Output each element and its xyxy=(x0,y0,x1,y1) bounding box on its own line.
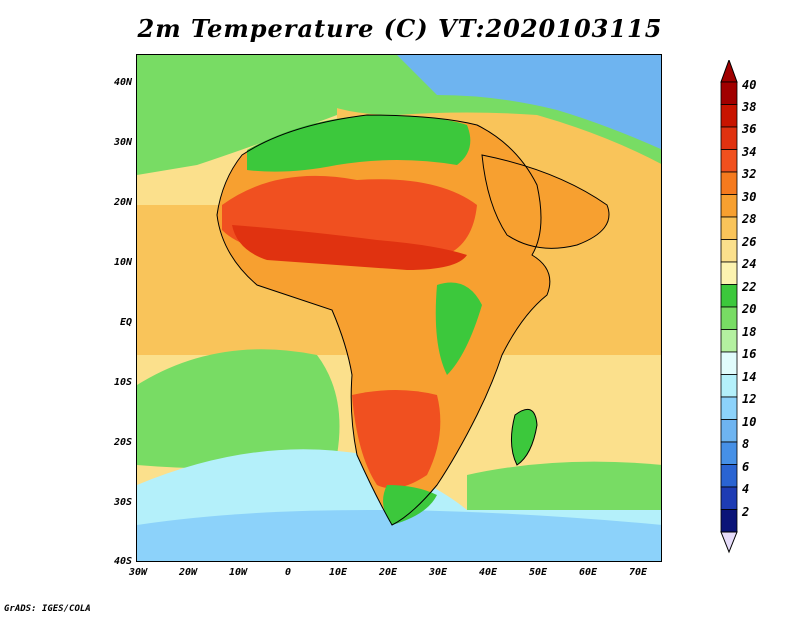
colorbar-label: 22 xyxy=(742,280,757,294)
colorbar-swatch xyxy=(720,239,738,263)
colorbar-label: 16 xyxy=(742,347,757,361)
colorbar-label: 40 xyxy=(742,78,757,92)
lat-label: 10N xyxy=(113,257,132,268)
lon-label: 30W xyxy=(128,567,148,578)
chart-title: 2m Temperature (C) VT:2020103115 xyxy=(137,14,663,43)
colorbar-swatch xyxy=(720,171,738,195)
colorbar-label: 24 xyxy=(742,257,757,271)
lat-label: 10S xyxy=(113,377,132,388)
lon-label: 10W xyxy=(228,567,248,578)
colorbar-label: 4 xyxy=(742,482,750,496)
africa-north-green xyxy=(247,115,471,172)
colorbar-label: 36 xyxy=(742,122,757,136)
colorbar-label: 6 xyxy=(742,460,750,474)
colorbar xyxy=(720,60,738,554)
lat-label: 30N xyxy=(113,137,132,148)
lon-label: 20E xyxy=(378,567,398,578)
africa-coastline xyxy=(216,114,551,526)
colorbar-label: 10 xyxy=(742,415,757,429)
colorbar-swatch xyxy=(720,441,738,465)
ocean-cool-south-atlantic xyxy=(137,349,340,469)
colorbar-swatch xyxy=(720,509,738,533)
colorbar-swatch xyxy=(720,329,738,353)
colorbar-swatch xyxy=(720,306,738,330)
colorbar-swatch xyxy=(720,486,738,510)
grads-credit: GrADS: IGES/COLA xyxy=(4,604,91,614)
madagascar-coastline xyxy=(511,408,538,466)
colorbar-swatch xyxy=(720,216,738,240)
ocean-cool-north xyxy=(137,55,337,175)
lat-label: 40S xyxy=(113,556,132,567)
lat-label: 30S xyxy=(113,497,132,508)
sahel-hottest xyxy=(232,225,467,270)
ocean-colder-south xyxy=(137,510,661,561)
europe-cold xyxy=(397,55,661,150)
colorbar-label: 26 xyxy=(742,235,757,249)
colorbar-swatch xyxy=(720,126,738,150)
lon-label: 0 xyxy=(284,567,292,578)
lon-label: 40E xyxy=(478,567,498,578)
lat-label: 20N xyxy=(113,197,132,208)
lon-label: 30E xyxy=(428,567,448,578)
arabia-land xyxy=(482,155,609,249)
lat-label: 20S xyxy=(113,437,132,448)
lon-label: 70E xyxy=(628,567,648,578)
colorbar-label: 28 xyxy=(742,212,757,226)
southern-africa-hot xyxy=(352,390,441,489)
colorbar-label: 34 xyxy=(742,145,757,159)
colorbar-swatch xyxy=(720,104,738,128)
lat-label: 40N xyxy=(113,77,132,88)
madagascar xyxy=(511,409,537,465)
colorbar-label: 14 xyxy=(742,370,757,384)
colorbar-swatch xyxy=(720,351,738,375)
colorbar-swatch xyxy=(720,81,738,105)
lon-label: 10E xyxy=(328,567,348,578)
colorbar-swatch xyxy=(720,194,738,218)
colorbar-swatch xyxy=(720,464,738,488)
map-svg xyxy=(137,55,661,561)
lon-label: 50E xyxy=(528,567,548,578)
colorbar-label: 20 xyxy=(742,302,757,316)
colorbar-arrow-bottom xyxy=(720,531,738,554)
temperature-map xyxy=(136,54,662,562)
south-africa-green xyxy=(383,485,437,525)
colorbar-arrow-top xyxy=(720,60,738,83)
colorbar-swatch xyxy=(720,419,738,443)
colorbar-swatch xyxy=(720,261,738,285)
ocean-cool-south-indian xyxy=(467,461,661,510)
colorbar-swatch xyxy=(720,284,738,308)
colorbar-label: 30 xyxy=(742,190,757,204)
colorbar-label: 2 xyxy=(742,505,750,519)
lon-label: 60E xyxy=(578,567,598,578)
lon-label: 20W xyxy=(178,567,198,578)
east-africa-green xyxy=(435,282,482,375)
colorbar-label: 8 xyxy=(742,437,750,451)
colorbar-label: 32 xyxy=(742,167,757,181)
lat-label: EQ xyxy=(119,317,132,328)
arabia-coastline xyxy=(481,154,610,249)
colorbar-label: 12 xyxy=(742,392,757,406)
colorbar-swatch xyxy=(720,374,738,398)
colorbar-swatch xyxy=(720,396,738,420)
colorbar-label: 38 xyxy=(742,100,757,114)
colorbar-label: 18 xyxy=(742,325,757,339)
colorbar-swatch xyxy=(720,149,738,173)
